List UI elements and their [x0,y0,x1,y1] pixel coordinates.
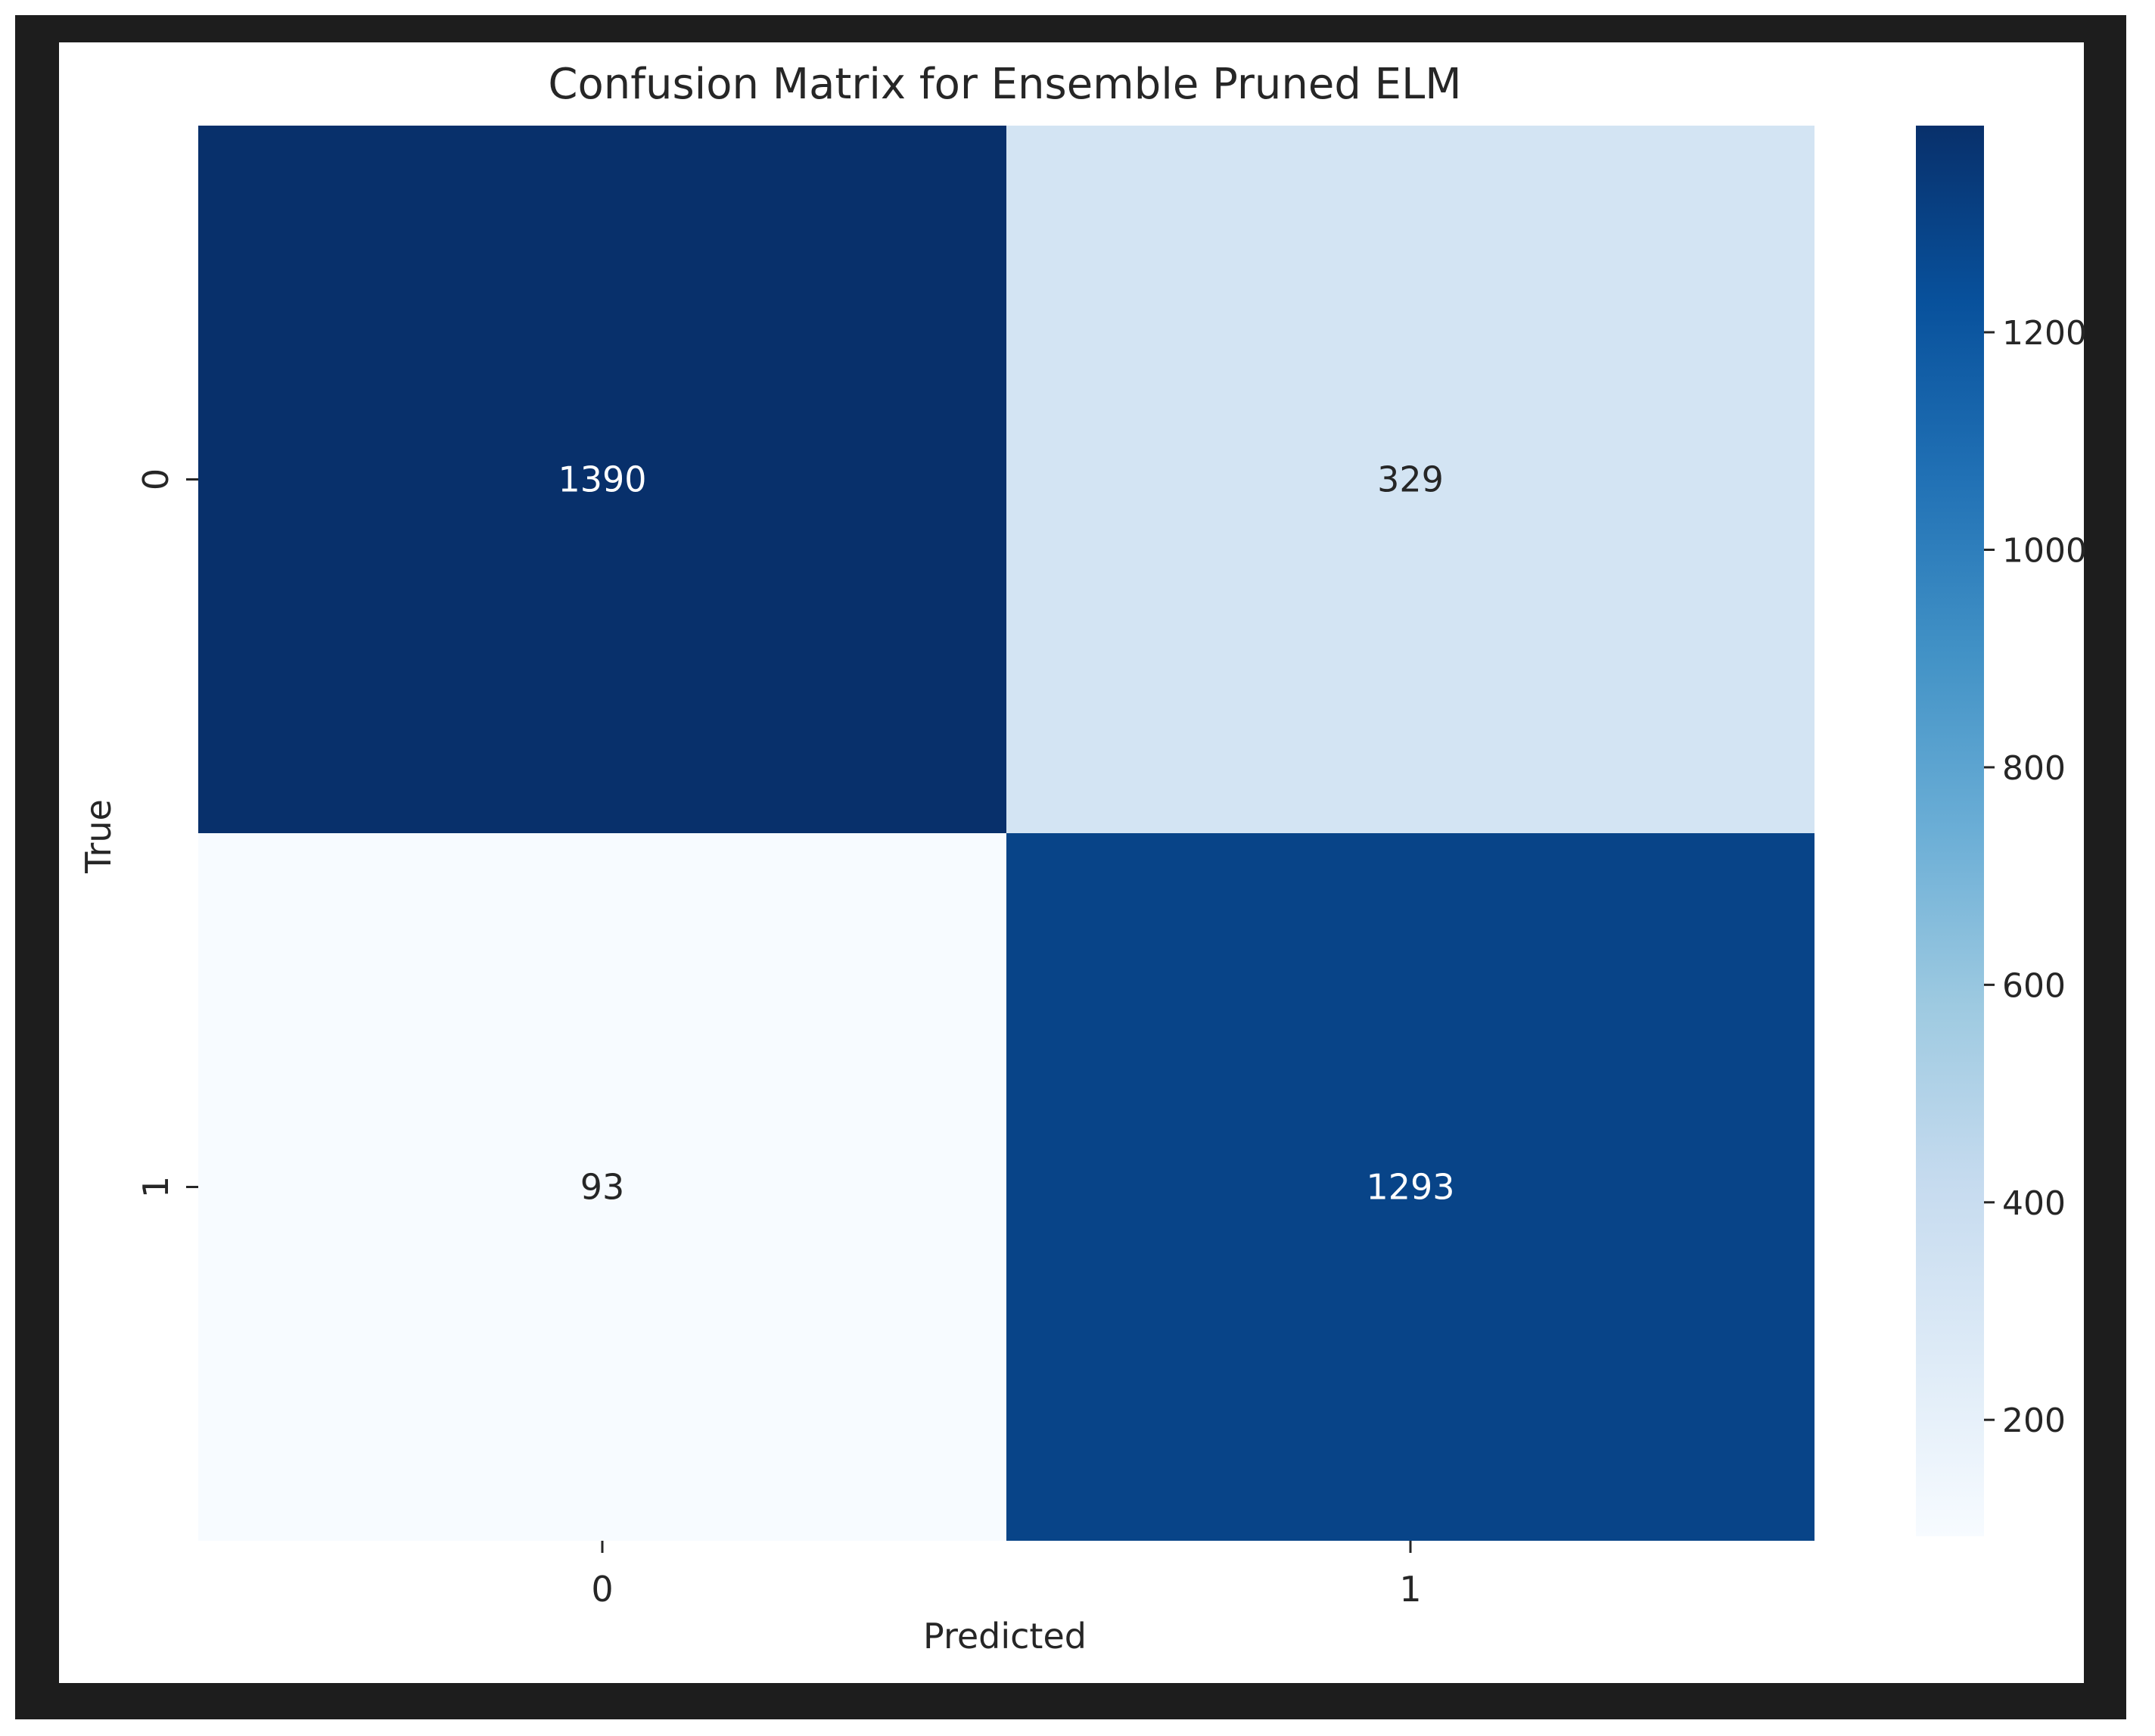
colorbar [1916,126,1984,1536]
colorbar-tick-label-2: 600 [2002,966,2066,1005]
heatmap-cell-0-0 [198,126,1006,833]
heatmap-cell-1-0 [198,833,1006,1541]
x-tick-label-0: 0 [591,1569,613,1610]
cell-value-labels: 1390 329 93 1293 [558,459,1454,1208]
y-axis-label: True [78,799,119,874]
colorbar-ticks: 200 400 600 800 1000 1200 [1984,314,2087,1440]
heatmap-cell-0-1 [1006,126,1814,833]
y-tick-label-0: 0 [135,468,176,490]
heatmap-cells [198,126,1814,1541]
cell-value-1-0: 93 [580,1167,625,1208]
heatmap-cell-1-1 [1006,833,1814,1541]
cell-value-0-1: 329 [1377,459,1444,500]
colorbar-tick-label-5: 1200 [2002,314,2087,353]
colorbar-tick-label-1: 400 [2002,1184,2066,1223]
cell-value-0-0: 1390 [558,459,646,500]
x-axis-label: Predicted [923,1616,1087,1657]
y-tick-label-1: 1 [135,1176,176,1198]
x-tick-label-1: 1 [1399,1569,1421,1610]
colorbar-tick-label-0: 200 [2002,1402,2066,1440]
y-axis-ticks: 01 [135,468,198,1198]
cell-value-1-1: 1293 [1366,1167,1454,1208]
chart-title: Confusion Matrix for Ensemble Pruned ELM [548,60,1461,109]
colorbar-tick-label-4: 1000 [2002,531,2087,570]
colorbar-tick-label-3: 800 [2002,749,2066,788]
